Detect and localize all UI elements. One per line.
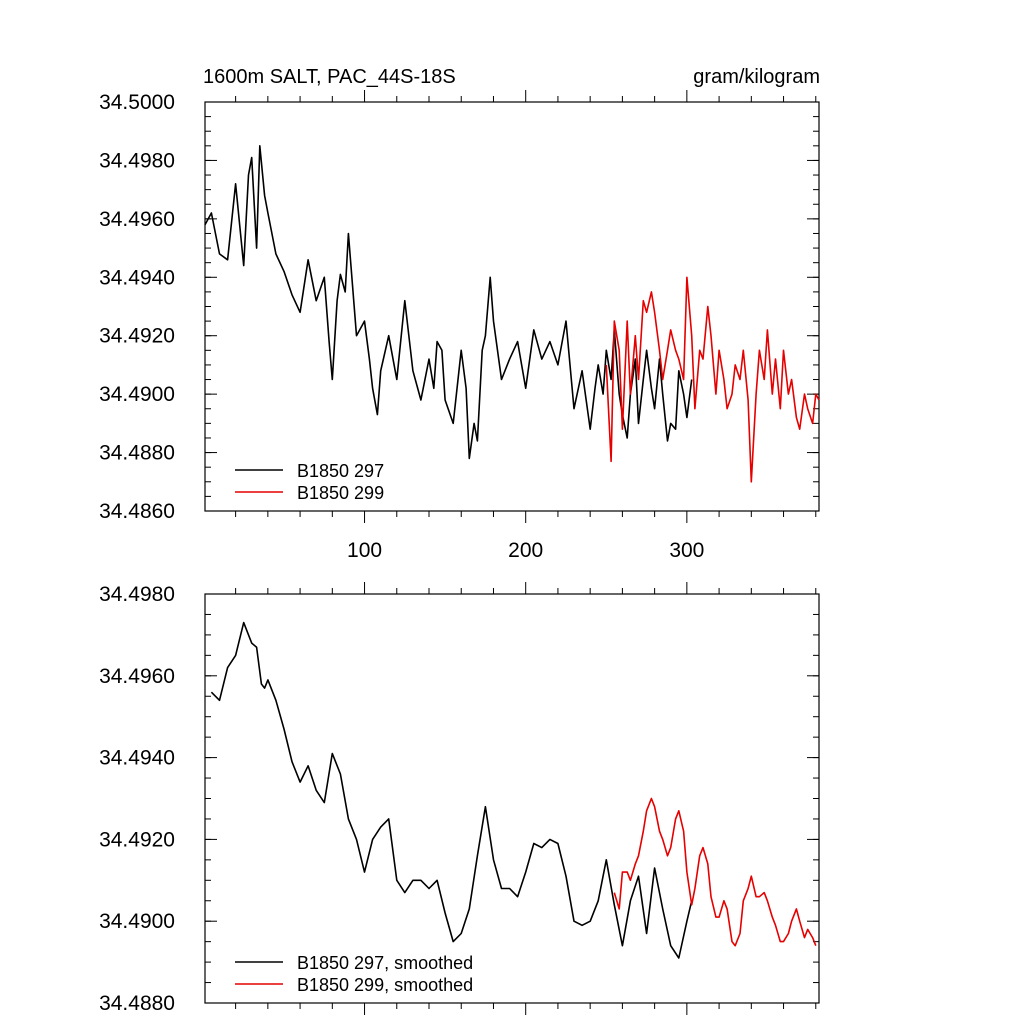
bottom-panel: 34.4880 34.4900 34.4920 34.4940 34.4960 34.49… xyxy=(99,582,820,1015)
x-tick-label: 100 xyxy=(347,539,382,562)
series-line-top-1 xyxy=(605,276,820,483)
y-tick-label: 34.4980 xyxy=(99,149,175,172)
y-tick-label: 34.4940 xyxy=(99,747,175,770)
y-tick-label: 34.5000 xyxy=(99,91,175,114)
chart-title: 1600m SALT, PAC_44S-18S xyxy=(203,66,456,88)
legend-label-297: B1850 297 xyxy=(297,461,384,481)
bottom-legend: B1850 297, smoothed B1850 299, smoothed xyxy=(235,953,473,995)
top-ticks: 34.4860 34.4880 34.4900 34.4920 34.4940 34.49… xyxy=(99,90,819,562)
y-tick-label: 34.4900 xyxy=(99,383,175,406)
y-tick-label: 34.4920 xyxy=(99,325,175,348)
top-series xyxy=(204,145,820,483)
legend-label-299: B1850 299 xyxy=(297,483,384,503)
y-tick-label: 34.4940 xyxy=(99,266,175,289)
y-tick-label: 34.4860 xyxy=(99,500,175,523)
bottom-plot-frame xyxy=(204,593,820,1004)
series-line-bottom-0 xyxy=(210,621,693,959)
series-line-bottom-1 xyxy=(613,797,817,947)
y-tick-label: 34.4880 xyxy=(99,992,175,1015)
top-legend: B1850 297 B1850 299 xyxy=(235,461,384,503)
legend-label-297-smoothed: B1850 297, smoothed xyxy=(297,953,473,973)
x-tick-label: 200 xyxy=(508,539,543,562)
y-tick-label: 34.4880 xyxy=(99,442,175,465)
y-tick-label: 34.4920 xyxy=(99,828,175,851)
bottom-ticks: 34.4880 34.4900 34.4920 34.4940 34.4960 34.49… xyxy=(99,582,819,1015)
y-tick-label: 34.4960 xyxy=(99,208,175,231)
x-tick-label: 300 xyxy=(669,539,704,562)
y-tick-label: 34.4960 xyxy=(99,665,175,688)
y-tick-label: 34.4900 xyxy=(99,910,175,933)
series-line-top-0 xyxy=(204,145,693,460)
bottom-series xyxy=(210,621,817,959)
y-tick-label: 34.4980 xyxy=(99,583,175,606)
units-label: gram/kilogram xyxy=(693,66,820,88)
legend-label-299-smoothed: B1850 299, smoothed xyxy=(297,975,473,995)
top-panel: 1600m SALT, PAC_44S-18S gram/kilogram 34… xyxy=(99,66,820,562)
